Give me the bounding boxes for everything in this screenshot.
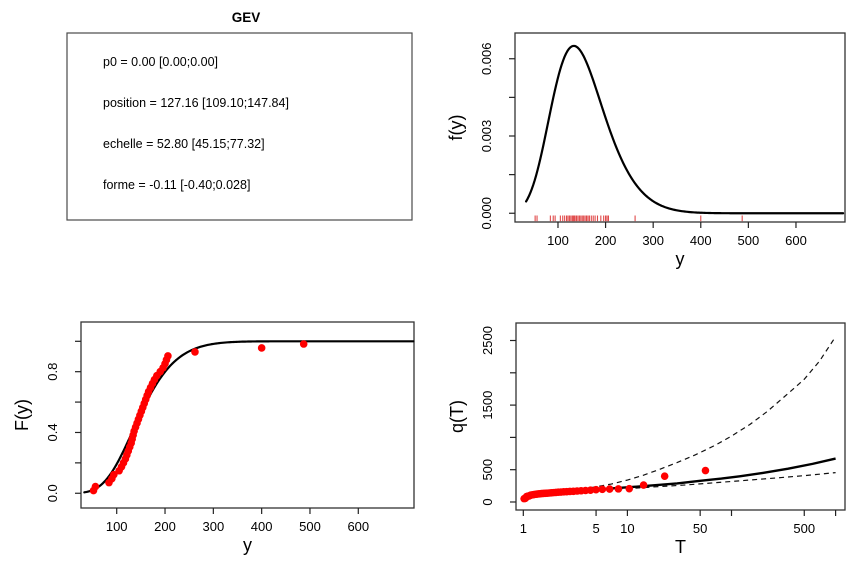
x-tick-label: 400 xyxy=(251,519,273,534)
x-tick-label: 300 xyxy=(642,233,664,248)
param-line: p0 = 0.00 [0.00;0.00] xyxy=(103,55,218,69)
empirical-cdf-point xyxy=(110,470,118,479)
empirical-cdf-point xyxy=(299,340,308,348)
param-line: position = 127.16 [109.10;147.84] xyxy=(103,96,289,110)
return-period-point xyxy=(625,484,634,493)
return-period-point xyxy=(598,485,607,494)
param-line: echelle = 52.80 [45.15;77.32] xyxy=(103,137,265,151)
x-tick-label: 200 xyxy=(154,519,176,534)
params-panel: GEV p0 = 0.00 [0.00;0.00] position = 127.1… xyxy=(66,10,413,221)
y-tick-label: 0.003 xyxy=(479,120,494,153)
x-tick-label: 100 xyxy=(106,519,128,534)
x-axis-label: y xyxy=(243,535,252,555)
x-tick-label: 500 xyxy=(299,519,321,534)
confidence-band-upper xyxy=(554,336,837,493)
plot-box xyxy=(515,322,846,511)
y-tick-label: 1500 xyxy=(480,391,495,420)
x-tick-label: 100 xyxy=(547,233,569,248)
param-line: forme = -0.11 [-0.40;0.028] xyxy=(103,178,250,192)
y-tick-label: 0.0 xyxy=(45,484,60,502)
x-tick-label: 1 xyxy=(520,521,527,536)
y-tick-label: 0.4 xyxy=(45,423,60,441)
x-tick-label: 10 xyxy=(620,521,634,536)
gev-cdf-curve xyxy=(83,340,415,494)
empirical-cdf-point xyxy=(91,482,100,491)
empirical-cdf-point xyxy=(191,348,199,356)
return-period-point xyxy=(592,485,600,494)
return-period-point xyxy=(660,472,669,480)
x-tick-label: 200 xyxy=(595,233,617,248)
empirical-cdf-point xyxy=(164,352,172,360)
y-axis-label: F(y) xyxy=(12,399,32,431)
return-period-point xyxy=(701,466,710,475)
y-tick-label: 0.000 xyxy=(479,197,494,230)
y-axis-label: q(T) xyxy=(447,400,467,433)
plot-box xyxy=(80,321,415,509)
return-period-point xyxy=(586,486,595,494)
x-tick-label: 600 xyxy=(347,519,369,534)
density-plot-panel: 100 200 300 400 500 600 0.000 0.003 0.006 y f(y) xyxy=(446,32,846,269)
x-tick-label: 400 xyxy=(690,233,712,248)
return-period-point xyxy=(605,485,614,493)
x-axis-label: T xyxy=(675,537,686,557)
cdf-plot-panel: 100 200 300 400 500 600 0.0 0.4 0.8 y F(y) xyxy=(12,321,415,555)
x-tick-label: 5 xyxy=(592,521,599,536)
return-level-plot-panel: 1 5 10 50 500 0 500 1500 2500 Tq(T) xyxy=(447,322,846,557)
y-tick-label: 0 xyxy=(480,498,495,505)
plot-box xyxy=(514,32,846,223)
empirical-cdf-point xyxy=(257,344,266,352)
x-tick-label: 300 xyxy=(202,519,224,534)
return-period-point xyxy=(614,485,623,493)
y-tick-label: 0.8 xyxy=(45,363,60,381)
x-tick-label: 600 xyxy=(785,233,807,248)
y-tick-label: 2500 xyxy=(480,326,495,355)
x-axis-label: y xyxy=(676,249,685,269)
return-period-point xyxy=(639,481,648,489)
y-tick-label: 500 xyxy=(480,459,495,481)
y-tick-label: 0.006 xyxy=(479,42,494,75)
panel-title: GEV xyxy=(232,10,261,25)
params-box xyxy=(66,32,413,221)
x-tick-label: 50 xyxy=(693,521,707,536)
x-tick-label: 500 xyxy=(793,521,815,536)
gev-density-curve xyxy=(524,44,845,215)
y-axis-label: f(y) xyxy=(446,115,466,141)
x-tick-label: 500 xyxy=(738,233,760,248)
